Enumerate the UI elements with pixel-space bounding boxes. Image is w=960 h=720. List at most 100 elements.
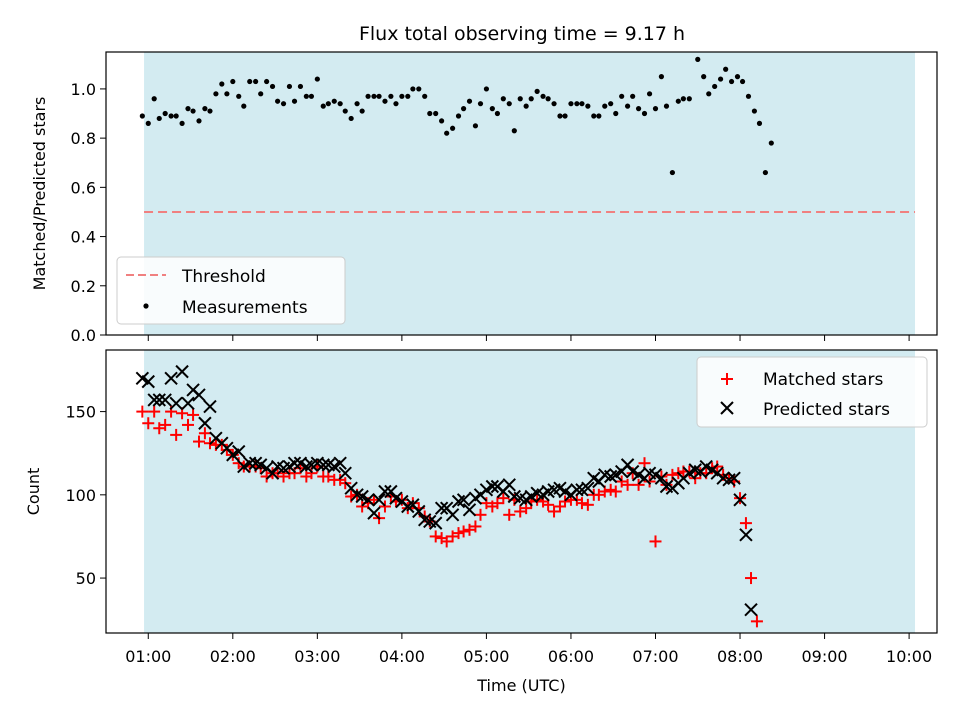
predicted-star-point [378, 484, 392, 499]
matched-star-point [643, 475, 656, 488]
legend-matched-swatch [721, 373, 733, 385]
predicted-star-point [412, 504, 426, 519]
measurement-point [156, 115, 162, 122]
measurement-point [489, 106, 495, 112]
measurement-point [253, 78, 259, 85]
measurement-point [680, 96, 686, 102]
predicted-star-point [192, 388, 206, 402]
predicted-star-point [570, 483, 584, 497]
measurement-point [619, 93, 625, 99]
legend-threshold-label: Threshold [181, 267, 266, 287]
matched-star-point [632, 478, 645, 491]
bottom-xtick-label: 02:00 [210, 647, 256, 666]
predicted-star-point [287, 456, 302, 470]
matched-star-point [192, 435, 205, 448]
measurement-point [320, 103, 326, 109]
measurement-point [608, 101, 614, 107]
legend-measurement-swatch [143, 303, 149, 309]
measurement-point [399, 93, 405, 99]
predicted-star-point [456, 493, 471, 507]
measurement-point [557, 113, 563, 119]
legend-top-box [116, 256, 346, 325]
matched-star-point [559, 495, 572, 508]
measurement-point [562, 113, 568, 119]
predicted-star-point [265, 466, 280, 480]
bottom-xtick-label: 08:00 [717, 647, 763, 666]
ticks-top: 0.0 0.2 0.4 0.6 0.8 1.0 [71, 80, 910, 345]
measurement-point [646, 91, 653, 97]
measurement-point [734, 74, 741, 80]
star-count-points [135, 364, 763, 628]
measurement-point [314, 76, 320, 82]
matched-star-point [452, 527, 465, 540]
predicted-star-point [198, 416, 212, 430]
top-ytick-label: 0.8 [71, 129, 96, 148]
measurement-point [540, 93, 546, 99]
ylabel-bottom: Count [24, 468, 43, 516]
predicted-star-point [744, 602, 758, 617]
legend-predicted-swatch [720, 401, 734, 415]
measurement-point [624, 103, 631, 109]
measurement-point [768, 140, 774, 146]
measurement-point [410, 86, 416, 92]
predicted-star-point [620, 458, 635, 472]
ylabel-top: Matched/Predicted stars [30, 97, 49, 291]
matched-star-point [734, 492, 747, 505]
predicted-star-point [232, 444, 246, 459]
measurement-point [551, 101, 557, 107]
bottom-xtick-label: 07:00 [632, 647, 678, 666]
measurement-point [297, 83, 304, 90]
measurement-point [528, 96, 534, 102]
measurement-point [139, 113, 145, 119]
measurement-point [756, 120, 763, 126]
measurement-point [613, 110, 619, 117]
measurement-point [439, 118, 445, 124]
measurement-point [258, 91, 264, 97]
measurement-point [517, 96, 523, 102]
measurement-point [185, 106, 191, 112]
ticks-bottom: 50 100 150 01:00 02:00 03:00 04:00 05:00 06:00 07… [65, 403, 932, 666]
matched-star-point [142, 417, 155, 430]
measurement-point [224, 91, 230, 97]
measurement-point [723, 66, 729, 72]
measurement-point [162, 110, 168, 117]
measurement-point [348, 115, 354, 122]
measurement-point [739, 78, 746, 85]
top-ytick-label: 0.2 [71, 277, 96, 296]
measurement-point [523, 103, 529, 109]
predicted-star-point [338, 466, 352, 480]
top-ytick-label: 0.6 [71, 178, 96, 197]
measurement-point [145, 120, 151, 126]
measurement-point [280, 101, 287, 107]
measurement-point [500, 96, 506, 102]
predicted-star-point [733, 493, 747, 507]
bottom-ytick-label: 100 [65, 486, 96, 505]
predicted-star-point [361, 493, 375, 507]
matched-star-point [666, 468, 679, 481]
measurement-point [291, 98, 298, 104]
measurement-point [354, 101, 360, 107]
predicted-star-point [372, 493, 386, 507]
measurement-point [168, 113, 174, 119]
measurement-point [376, 93, 382, 99]
measurement-point [695, 56, 701, 62]
measurement-point [337, 101, 343, 107]
matched-star-point [198, 427, 211, 440]
predicted-star-point [164, 371, 178, 386]
measurement-point [219, 81, 225, 87]
matched-star-point [750, 615, 763, 628]
matched-star-point [711, 460, 724, 473]
matched-star-point [497, 492, 510, 505]
matched-star-point [170, 428, 183, 441]
measurement-point [275, 98, 281, 104]
matched-star-point [136, 405, 149, 418]
predicted-star-point [502, 478, 516, 492]
measurement-point [602, 103, 608, 109]
measurement-point [596, 113, 602, 119]
measurement-point [574, 101, 580, 107]
legend-predicted-label: Predicted stars [763, 400, 890, 420]
top-ytick-label: 1.0 [71, 80, 96, 99]
predicted-star-point [152, 393, 166, 407]
measurement-point [511, 128, 517, 134]
